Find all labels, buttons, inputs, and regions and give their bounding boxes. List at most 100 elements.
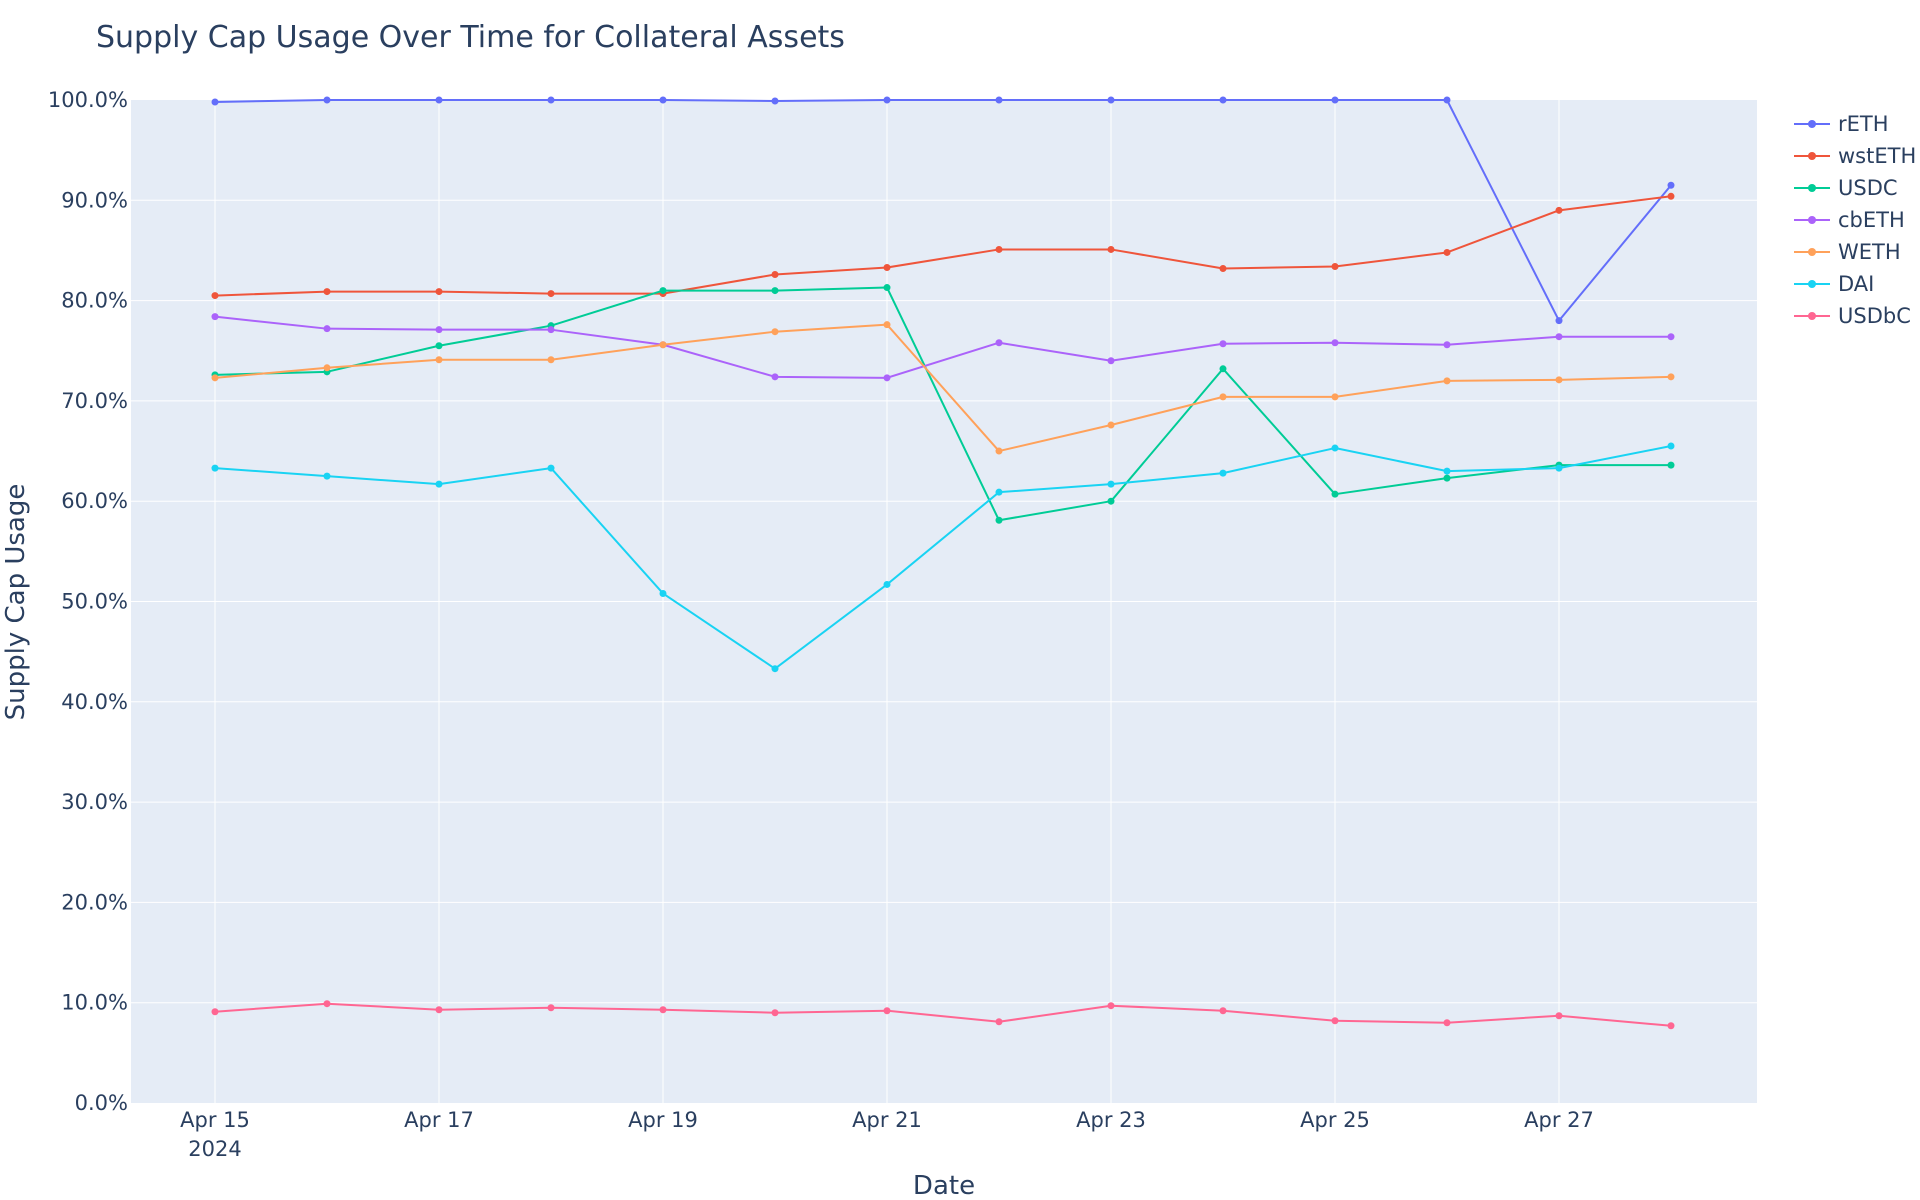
data-point[interactable]	[883, 96, 891, 104]
data-point[interactable]	[995, 1018, 1003, 1026]
data-point[interactable]	[995, 339, 1003, 347]
data-point[interactable]	[1107, 480, 1115, 488]
data-point[interactable]	[1219, 469, 1227, 477]
data-point[interactable]	[435, 96, 443, 104]
data-point[interactable]	[435, 288, 443, 296]
legend-item-usdbc[interactable]: USDbC	[1794, 300, 1916, 332]
legend-item-cbeth[interactable]: cbETH	[1794, 204, 1916, 236]
legend-item-weth[interactable]: WETH	[1794, 236, 1916, 268]
data-point[interactable]	[1555, 333, 1563, 341]
data-point[interactable]	[771, 287, 779, 295]
data-point[interactable]	[547, 290, 555, 298]
data-point[interactable]	[323, 472, 331, 480]
data-point[interactable]	[1107, 96, 1115, 104]
legend-item-dai[interactable]: DAI	[1794, 268, 1916, 300]
data-point[interactable]	[1667, 461, 1675, 469]
data-point[interactable]	[1443, 1019, 1451, 1027]
data-point[interactable]	[547, 1004, 555, 1012]
data-point[interactable]	[547, 326, 555, 334]
data-point[interactable]	[659, 589, 667, 597]
data-point[interactable]	[1331, 393, 1339, 401]
data-point[interactable]	[1667, 1022, 1675, 1030]
data-point[interactable]	[995, 245, 1003, 253]
data-point[interactable]	[323, 325, 331, 333]
data-point[interactable]	[995, 516, 1003, 524]
data-point[interactable]	[1107, 497, 1115, 505]
data-point[interactable]	[547, 464, 555, 472]
data-point[interactable]	[1219, 265, 1227, 273]
data-point[interactable]	[883, 1007, 891, 1015]
data-point[interactable]	[323, 288, 331, 296]
data-point[interactable]	[435, 356, 443, 364]
data-point[interactable]	[1219, 365, 1227, 373]
data-point[interactable]	[1555, 206, 1563, 214]
data-point[interactable]	[1555, 464, 1563, 472]
data-point[interactable]	[211, 292, 219, 300]
data-point[interactable]	[1107, 357, 1115, 365]
data-point[interactable]	[1107, 245, 1115, 253]
data-point[interactable]	[1555, 317, 1563, 325]
data-point[interactable]	[435, 480, 443, 488]
data-point[interactable]	[1331, 444, 1339, 452]
data-point[interactable]	[771, 271, 779, 279]
legend-item-wsteth[interactable]: wstETH	[1794, 140, 1916, 172]
data-point[interactable]	[1555, 376, 1563, 384]
data-point[interactable]	[1219, 1007, 1227, 1015]
data-point[interactable]	[1667, 181, 1675, 189]
legend-item-reth[interactable]: rETH	[1794, 108, 1916, 140]
data-point[interactable]	[435, 326, 443, 334]
data-point[interactable]	[1331, 1017, 1339, 1025]
x-axis-title: Date	[913, 1171, 975, 1200]
data-point[interactable]	[1667, 333, 1675, 341]
data-point[interactable]	[659, 287, 667, 295]
data-point[interactable]	[1107, 1002, 1115, 1010]
data-point[interactable]	[1443, 248, 1451, 256]
data-point[interactable]	[883, 321, 891, 329]
data-point[interactable]	[1107, 421, 1115, 429]
data-point[interactable]	[211, 464, 219, 472]
data-point[interactable]	[995, 488, 1003, 496]
data-point[interactable]	[771, 328, 779, 336]
data-point[interactable]	[1219, 393, 1227, 401]
data-point[interactable]	[435, 342, 443, 350]
data-point[interactable]	[1555, 1012, 1563, 1020]
data-point[interactable]	[211, 374, 219, 382]
data-point[interactable]	[1331, 339, 1339, 347]
data-point[interactable]	[435, 1006, 443, 1014]
data-point[interactable]	[211, 98, 219, 106]
data-point[interactable]	[1443, 377, 1451, 385]
data-point[interactable]	[659, 1006, 667, 1014]
data-point[interactable]	[1667, 442, 1675, 450]
data-point[interactable]	[211, 1008, 219, 1016]
data-point[interactable]	[1219, 340, 1227, 348]
data-point[interactable]	[1219, 96, 1227, 104]
data-point[interactable]	[771, 97, 779, 105]
data-point[interactable]	[1443, 341, 1451, 349]
data-point[interactable]	[883, 264, 891, 272]
data-point[interactable]	[995, 447, 1003, 455]
data-point[interactable]	[1443, 467, 1451, 475]
data-point[interactable]	[547, 356, 555, 364]
data-point[interactable]	[1667, 373, 1675, 381]
data-point[interactable]	[1667, 192, 1675, 200]
data-point[interactable]	[547, 96, 555, 104]
data-point[interactable]	[1443, 474, 1451, 482]
data-point[interactable]	[883, 580, 891, 588]
data-point[interactable]	[771, 665, 779, 673]
data-point[interactable]	[1331, 262, 1339, 270]
data-point[interactable]	[883, 284, 891, 292]
data-point[interactable]	[771, 1009, 779, 1017]
data-point[interactable]	[659, 96, 667, 104]
data-point[interactable]	[995, 96, 1003, 104]
data-point[interactable]	[1443, 96, 1451, 104]
data-point[interactable]	[883, 374, 891, 382]
data-point[interactable]	[323, 1000, 331, 1008]
legend-item-usdc[interactable]: USDC	[1794, 172, 1916, 204]
data-point[interactable]	[211, 313, 219, 321]
data-point[interactable]	[1331, 96, 1339, 104]
data-point[interactable]	[323, 364, 331, 372]
data-point[interactable]	[1331, 490, 1339, 498]
data-point[interactable]	[771, 373, 779, 381]
data-point[interactable]	[323, 96, 331, 104]
data-point[interactable]	[659, 341, 667, 349]
